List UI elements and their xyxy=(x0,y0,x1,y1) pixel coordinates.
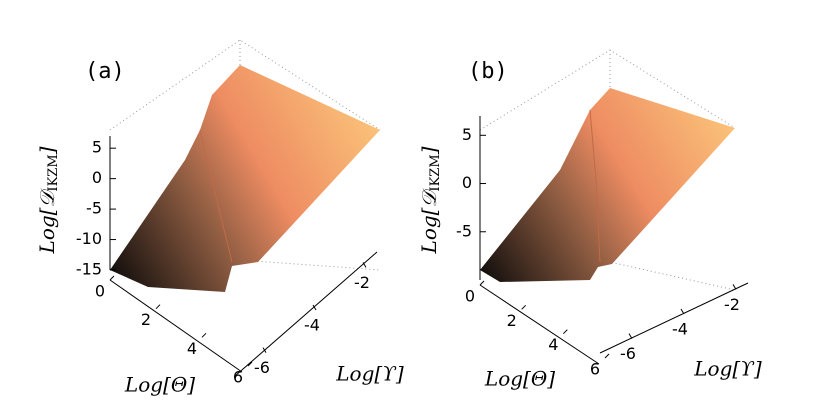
z-tick-label: 5 xyxy=(462,125,472,144)
y-axis-label: Log[ϒ] xyxy=(693,357,762,381)
x-tick-label: 6 xyxy=(590,360,600,379)
y-tick xyxy=(262,347,267,353)
z-axis-label: Log[𝒟IKZM] xyxy=(417,146,443,254)
x-axis xyxy=(109,279,243,373)
y-tick xyxy=(362,262,367,268)
y-axis-label: Log[ϒ] xyxy=(335,362,404,386)
x-tick-label: 4 xyxy=(548,335,558,354)
y-tick xyxy=(628,333,633,339)
y-axis xyxy=(599,282,749,354)
x-tick xyxy=(562,329,568,335)
z-label-close: ] xyxy=(35,146,59,155)
x-tick xyxy=(479,280,485,286)
surface-b-edge xyxy=(589,109,601,263)
x-tick xyxy=(155,304,161,310)
x-tick xyxy=(247,361,253,367)
x-tick-label: 0 xyxy=(465,287,475,306)
z-tick-label: 5 xyxy=(92,138,102,157)
x-tick xyxy=(521,304,527,310)
z-label-sub: IKZM xyxy=(428,154,443,191)
y-tick-label: -6 xyxy=(254,358,270,377)
x-tick xyxy=(201,332,207,338)
y-tick-label: -4 xyxy=(672,320,688,339)
y-tick xyxy=(312,304,317,311)
x-tick-label: 2 xyxy=(507,311,517,330)
z-tick-label: -10 xyxy=(76,229,102,248)
x-tick-label: 6 xyxy=(233,368,243,387)
z-label-main: Log[𝒟 xyxy=(35,188,59,255)
x-axis-label: Log[Θ] xyxy=(124,373,195,397)
y-tick xyxy=(680,308,685,315)
y-tick-label: -2 xyxy=(354,273,370,292)
y-tick-label: -4 xyxy=(304,316,320,335)
x-tick-label: 4 xyxy=(187,339,197,358)
x-tick xyxy=(604,353,610,359)
x-tick xyxy=(109,275,115,281)
panel-label: (a) xyxy=(85,59,125,84)
z-tick-label: -5 xyxy=(456,221,472,240)
x-axis xyxy=(479,284,600,365)
z-tick-label: -15 xyxy=(76,260,102,279)
panel-label: (b) xyxy=(468,59,508,84)
x-axis-label: Log[Θ] xyxy=(484,367,555,391)
z-tick-label: -5 xyxy=(86,199,102,218)
y-tick-label: -2 xyxy=(724,295,740,314)
surface-b xyxy=(480,88,735,282)
z-label-sub: IKZM xyxy=(46,154,61,191)
z-label-main: Log[𝒟 xyxy=(417,188,441,255)
z-tick-label: 0 xyxy=(92,168,102,187)
z-tick-label: 0 xyxy=(462,173,472,192)
y-tick xyxy=(732,284,737,290)
x-tick-label: 2 xyxy=(141,310,151,329)
y-tick-label: -6 xyxy=(620,344,636,363)
x-tick-label: 0 xyxy=(95,282,105,301)
y-axis xyxy=(234,251,378,377)
z-axis-label: Log[𝒟IKZM] xyxy=(35,146,61,254)
surface-a xyxy=(110,65,380,292)
z-label-close: ] xyxy=(417,146,441,155)
surface-a-edge xyxy=(199,129,233,263)
